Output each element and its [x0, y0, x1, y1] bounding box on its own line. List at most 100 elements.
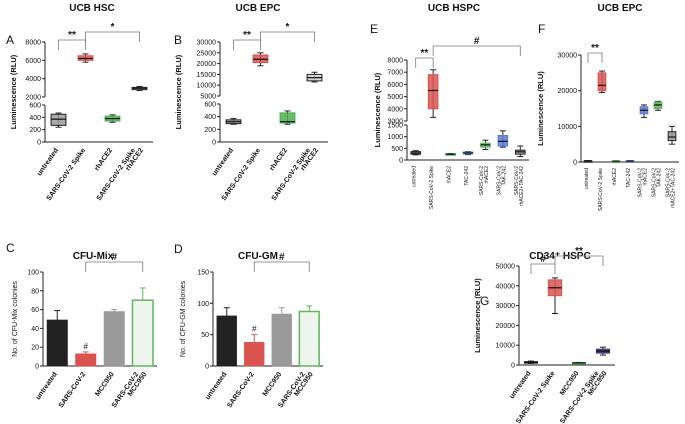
significance-label: # [540, 254, 546, 265]
x-tick-label: TAC-242 [464, 166, 470, 186]
y-tick-label: 0 [399, 158, 403, 165]
bar [131, 299, 154, 367]
significance-bracket [432, 45, 521, 56]
y-tick-label: 10000 [197, 83, 217, 90]
y-axis-label: Luminescence (RLU) [473, 278, 482, 353]
panel-title: UCB HSC [69, 3, 115, 14]
y-tick-label: 40000 [496, 283, 516, 290]
bar [271, 313, 292, 367]
panel-g: G CD34⁺ HSPC 0 10000 20000 30000 40000 50000 Lum… [473, 246, 615, 424]
box [427, 74, 439, 110]
y-tick-label: 25000 [197, 50, 217, 57]
y-tick-label: 20000 [558, 88, 578, 95]
significance-label: # [252, 325, 257, 334]
x-tick-label: untreated [509, 370, 533, 400]
y-tick-label: 30000 [197, 40, 217, 47]
panel-c: C CFU-Mix 0 20 40 60 80 100 No. of CFU-Mix colon… [6, 241, 157, 409]
y-axis-label: Luminescence (RLU) [174, 54, 183, 129]
x-tick-label: SARS-CoV-2 [514, 166, 520, 195]
significance-label: # [474, 36, 480, 47]
significance-label: ** [243, 30, 251, 41]
significance-bracket [253, 261, 310, 272]
bar [244, 341, 265, 367]
x-tick-label: TAC-242 [626, 168, 632, 188]
x-tick-label: untreated [211, 147, 235, 177]
y-axis-label: No. of CFU-GM colonies [180, 280, 187, 357]
x-tick-label: SARS-CoV-2 Spike [598, 168, 604, 211]
y-tick-label: 1000 [387, 134, 403, 141]
y-tick-label: 30000 [496, 303, 516, 310]
x-tick-label: SARS-CoV-2 [496, 166, 502, 195]
y-tick-label: 150 [197, 270, 209, 277]
bar [103, 311, 125, 367]
x-tick-label: SARS-CoV-2 Spike [559, 370, 600, 424]
significance-label: # [84, 342, 89, 351]
y-tick-label: 4000 [387, 106, 403, 113]
y-tick-label: 4000 [25, 76, 41, 83]
box [50, 113, 67, 126]
x-tick-label: rhACE2+TAC-242 [519, 166, 525, 206]
x-tick-label: MCC950 [94, 371, 116, 398]
x-tick-label: rhACE2 [94, 147, 115, 172]
panel-title: UCB EPC [235, 3, 280, 14]
y-tick-label: 0 [35, 364, 39, 371]
y-tick-label: 5000 [200, 94, 216, 101]
y-tick-label: 80 [31, 288, 39, 295]
y-tick-label: 0 [37, 140, 41, 147]
x-tick-label: SARS-CoV-2 [58, 371, 88, 409]
x-tick-label: TAK-242 [657, 168, 663, 188]
significance-bracket [260, 31, 315, 42]
panel-label: A [6, 33, 14, 47]
panel-f: F UCB EPC 0 10000 20000 30000 Luminescence (RL… [536, 3, 679, 211]
y-axis-label: Luminescence (RLU) [373, 72, 382, 147]
significance-bracket [58, 39, 86, 50]
y-tick-label: 50 [201, 332, 209, 339]
y-tick-label: 30000 [558, 53, 578, 60]
y-tick-label: 20000 [197, 61, 217, 68]
significance-label: # [111, 252, 117, 263]
y-tick-label: 400 [204, 114, 216, 121]
y-tick-label: 5000 [387, 94, 403, 101]
y-tick-label: 100 [27, 270, 39, 277]
y-axis-label: Luminescence (RLU) [536, 71, 545, 146]
y-tick-label: 0 [205, 364, 209, 371]
significance-label: ** [68, 30, 76, 41]
panel-label: E [370, 22, 378, 36]
y-tick-label: 20 [31, 345, 39, 352]
y-tick-label: 0 [573, 160, 577, 167]
x-tick-label: untreated [584, 168, 590, 189]
bar [216, 315, 237, 367]
significance-label: ** [421, 48, 429, 59]
panel-title: UCB EPC [597, 3, 642, 14]
panel-label: C [6, 241, 15, 255]
x-tick-label: rhACE2 [612, 168, 618, 186]
y-tick-label: 15000 [197, 72, 217, 79]
y-tick-label: 3000 [387, 119, 403, 126]
y-tick-label: 40 [31, 326, 39, 333]
significance-label: ** [591, 43, 599, 54]
x-tick-label: rhACE2+TAC-242 [671, 168, 677, 208]
panel-title: UCB HSPC [428, 3, 480, 14]
panel-title: CD34⁺ HSPC [529, 251, 590, 262]
significance-bracket [587, 52, 603, 63]
y-tick-label: 600 [29, 103, 41, 110]
y-tick-label: 20000 [496, 323, 516, 330]
x-tick-label: MCC950 [262, 371, 284, 398]
x-tick-label: SARS-CoV-2 [479, 166, 485, 195]
significance-bracket [530, 263, 556, 274]
significance-bracket [233, 39, 261, 50]
bar [75, 353, 97, 367]
y-axis-label: No. of CFU-Mix colonies [12, 281, 19, 357]
panel-label: B [174, 33, 182, 47]
y-tick-label: 8000 [387, 58, 403, 65]
x-tick-label: rhACE2 [447, 166, 453, 184]
x-tick-label: rhACE2 [643, 168, 649, 186]
y-tick-label: 60 [31, 307, 39, 314]
x-tick-label: untreated [35, 371, 59, 401]
x-tick-label: untreated [204, 371, 228, 401]
y-tick-label: 2000 [25, 95, 41, 102]
panel-d: D CFU-GM 0 50 100 150 No. of CFU-GM colonies un… [174, 242, 323, 409]
box [667, 131, 677, 142]
y-tick-label: 10000 [496, 343, 516, 350]
